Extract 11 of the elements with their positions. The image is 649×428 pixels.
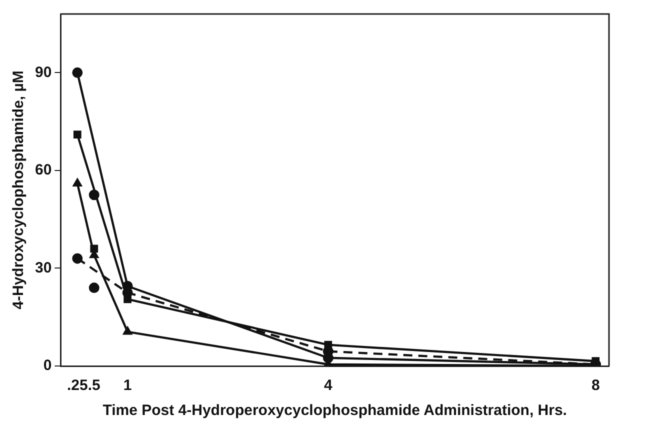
y-tick-label: 60 (34, 162, 52, 179)
x-tick-label: 1 (123, 377, 132, 394)
y-tick-label: 0 (43, 357, 52, 374)
y-tick-label: 90 (34, 64, 52, 81)
x-tick-label: .25 (66, 377, 88, 394)
x-tick-label: .5 (88, 377, 100, 394)
x-tick-label: 8 (591, 377, 600, 394)
x-tick-label: 4 (324, 377, 333, 394)
y-axis-title: 4-Hydroxycyclophosphamide, µM (10, 70, 28, 310)
x-axis-title: Time Post 4-Hydroperoxycyclophosphamide Administration, Hrs. (102, 402, 567, 420)
y-tick-label: 30 (34, 259, 52, 276)
